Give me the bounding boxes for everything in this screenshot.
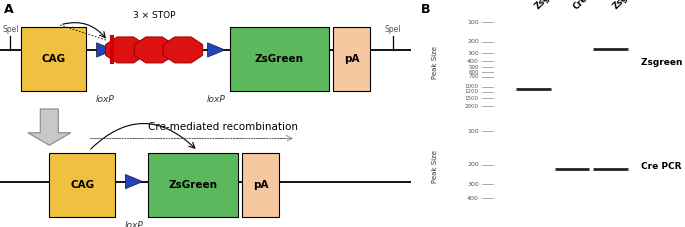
Text: Cre-mediated recombination: Cre-mediated recombination xyxy=(148,122,298,132)
Text: CAG: CAG xyxy=(41,54,66,64)
Polygon shape xyxy=(208,43,225,57)
Text: Zsgreen: Zsgreen xyxy=(533,0,567,11)
Text: pA: pA xyxy=(253,180,269,190)
Text: 300: 300 xyxy=(467,51,479,56)
Text: 1500: 1500 xyxy=(465,96,479,101)
Polygon shape xyxy=(134,37,174,63)
Text: 200: 200 xyxy=(467,39,479,44)
Text: CAG: CAG xyxy=(70,180,95,190)
Text: 1000: 1000 xyxy=(465,84,479,89)
Text: loxP: loxP xyxy=(125,221,143,227)
Text: loxP: loxP xyxy=(207,95,225,104)
Text: Peak Size: Peak Size xyxy=(432,46,438,79)
Polygon shape xyxy=(125,174,142,189)
Polygon shape xyxy=(105,37,145,63)
Text: A: A xyxy=(4,3,14,16)
Text: 300: 300 xyxy=(467,182,479,187)
Text: 3 × STOP: 3 × STOP xyxy=(133,11,175,20)
Polygon shape xyxy=(97,43,114,57)
Polygon shape xyxy=(163,37,203,63)
Text: B: B xyxy=(421,3,430,16)
Text: Cre PCR: Cre PCR xyxy=(641,162,682,171)
Text: pA: pA xyxy=(344,54,359,64)
Bar xyxy=(21,27,86,91)
Text: 600: 600 xyxy=(469,70,479,75)
Text: 2000: 2000 xyxy=(465,104,479,109)
Bar xyxy=(148,153,238,217)
Bar xyxy=(333,27,370,91)
Text: 400: 400 xyxy=(467,59,479,64)
Text: ZsGreen: ZsGreen xyxy=(255,54,304,64)
Text: ZsGreen: ZsGreen xyxy=(169,180,218,190)
Text: Zsgreen Tg PCR: Zsgreen Tg PCR xyxy=(641,58,685,67)
Text: 100: 100 xyxy=(467,20,479,25)
Text: SpeI: SpeI xyxy=(2,25,18,34)
Text: 500: 500 xyxy=(469,65,479,70)
Text: SpeI: SpeI xyxy=(384,25,401,34)
Text: 1200: 1200 xyxy=(465,89,479,94)
Polygon shape xyxy=(28,109,71,145)
Text: Cre: Cre xyxy=(572,0,590,11)
Text: 400: 400 xyxy=(467,195,479,200)
Text: 200: 200 xyxy=(467,162,479,167)
Text: Zsgreen/Cre: Zsgreen/Cre xyxy=(611,0,658,11)
Text: 700: 700 xyxy=(469,74,479,79)
Bar xyxy=(230,27,329,91)
Text: Peak Size: Peak Size xyxy=(432,150,438,183)
Bar xyxy=(49,153,115,217)
Bar xyxy=(242,153,279,217)
Text: 100: 100 xyxy=(467,128,479,133)
Text: loxP: loxP xyxy=(96,95,114,104)
